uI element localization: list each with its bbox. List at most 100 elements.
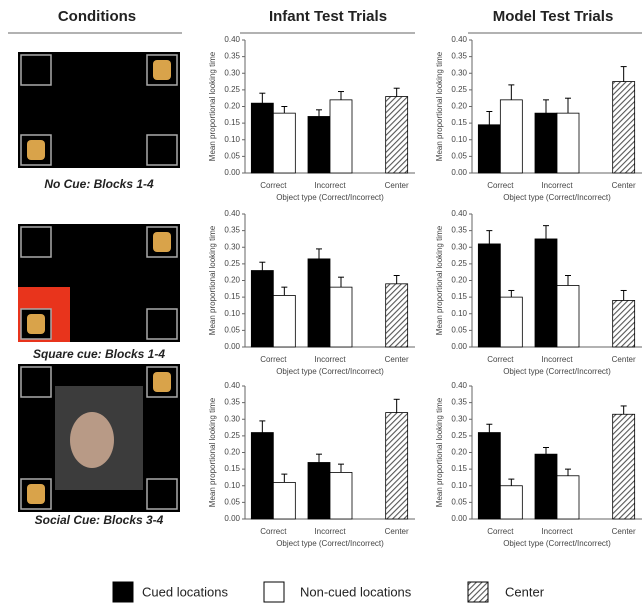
y-tick-label: 0.10 xyxy=(451,135,467,144)
bar xyxy=(500,297,522,347)
x-tick-label: Correct xyxy=(487,181,514,190)
x-tick-label: Incorrect xyxy=(541,527,573,536)
y-tick-label: 0.35 xyxy=(224,226,240,235)
x-tick-label: Incorrect xyxy=(314,355,346,364)
condition-image xyxy=(18,224,180,342)
y-tick-label: 0.10 xyxy=(451,481,467,490)
bar xyxy=(386,413,408,519)
y-tick-label: 0.05 xyxy=(224,325,240,334)
bar xyxy=(613,414,635,519)
y-tick-label: 0.25 xyxy=(224,431,240,440)
legend-label: Cued locations xyxy=(142,584,228,599)
chart-panel: 0.000.050.100.150.200.250.300.350.40Mean… xyxy=(435,35,642,202)
column-header: Model Test Trials xyxy=(493,8,614,25)
y-tick-label: 0.30 xyxy=(224,414,240,423)
condition-image xyxy=(18,364,180,512)
bar xyxy=(613,82,635,173)
y-tick-label: 0.15 xyxy=(451,464,467,473)
y-tick-label: 0.15 xyxy=(224,292,240,301)
y-tick-label: 0.20 xyxy=(451,448,467,457)
bar xyxy=(308,462,330,519)
y-tick-label: 0.10 xyxy=(451,309,467,318)
y-tick-label: 0.40 xyxy=(224,381,240,390)
condition-caption: Social Cue: Blocks 3-4 xyxy=(35,513,164,527)
y-tick-label: 0.20 xyxy=(451,276,467,285)
y-tick-label: 0.30 xyxy=(451,414,467,423)
x-tick-label: Correct xyxy=(487,355,514,364)
x-tick-label: Center xyxy=(612,355,636,364)
figure: Conditions Infant Test Trials Model Test… xyxy=(0,0,642,604)
legend-label: Non-cued locations xyxy=(300,584,412,599)
bar xyxy=(386,284,408,347)
x-axis-label: Object type (Correct/Incorrect) xyxy=(276,367,384,376)
bar xyxy=(500,486,522,519)
bar xyxy=(535,454,557,519)
y-tick-label: 0.25 xyxy=(451,259,467,268)
legend-swatch xyxy=(113,582,133,602)
x-tick-label: Incorrect xyxy=(541,181,573,190)
y-tick-label: 0.00 xyxy=(451,168,467,177)
y-tick-label: 0.25 xyxy=(224,85,240,94)
y-axis-label: Mean proportional looking time xyxy=(208,397,217,507)
y-tick-label: 0.35 xyxy=(224,52,240,61)
y-tick-label: 0.15 xyxy=(224,118,240,127)
y-tick-label: 0.25 xyxy=(224,259,240,268)
legend-swatch xyxy=(264,582,284,602)
bar xyxy=(557,476,579,519)
y-tick-label: 0.40 xyxy=(451,381,467,390)
y-tick-label: 0.40 xyxy=(224,209,240,218)
bar xyxy=(500,100,522,173)
y-tick-label: 0.15 xyxy=(451,118,467,127)
y-axis-label: Mean proportional looking time xyxy=(435,397,444,507)
chart-panel: 0.00 0.05 0.10 0.15 0.20 0.25 0.30 0.35 0.40 Mean… xyxy=(208,209,415,376)
y-tick-label: 0.00 xyxy=(451,514,467,523)
x-tick-label: Correct xyxy=(260,181,287,190)
y-tick-label: 0.30 xyxy=(224,242,240,251)
bar xyxy=(330,472,352,519)
y-axis-label: Mean proportional looking time xyxy=(435,225,444,335)
y-tick-label: 0.20 xyxy=(224,276,240,285)
x-tick-label: Center xyxy=(612,527,636,536)
y-tick-label: 0.00 xyxy=(224,514,240,523)
bar xyxy=(478,244,500,347)
chart-panel: 0.000.050.100.150.200.250.300.350.40Mean… xyxy=(435,381,642,548)
x-axis-label: Object type (Correct/Incorrect) xyxy=(503,539,611,548)
x-tick-label: Incorrect xyxy=(314,527,346,536)
x-axis-label: Object type (Correct/Incorrect) xyxy=(503,367,611,376)
x-tick-label: Center xyxy=(385,527,409,536)
y-tick-label: 0.00 xyxy=(451,342,467,351)
x-axis-label: Object type (Correct/Incorrect) xyxy=(503,193,611,202)
y-tick-label: 0.20 xyxy=(451,102,467,111)
y-tick-label: 0.35 xyxy=(224,398,240,407)
y-axis-label: Mean proportional looking time xyxy=(208,51,217,161)
bar xyxy=(557,285,579,347)
x-axis-label: Object type (Correct/Incorrect) xyxy=(276,539,384,548)
bar xyxy=(386,97,408,173)
y-axis-label: Mean proportional looking time xyxy=(435,51,444,161)
y-tick-label: 0.10 xyxy=(224,309,240,318)
x-tick-label: Center xyxy=(385,181,409,190)
chart-panel: 0.000.050.100.150.200.250.300.350.40Mean… xyxy=(208,381,415,548)
column-header: Infant Test Trials xyxy=(269,8,387,25)
bar xyxy=(251,103,273,173)
bar xyxy=(273,295,295,347)
y-tick-label: 0.25 xyxy=(451,431,467,440)
x-tick-label: Correct xyxy=(260,527,287,536)
y-tick-label: 0.15 xyxy=(451,292,467,301)
x-axis-label: Object type (Correct/Incorrect) xyxy=(276,193,384,202)
bar xyxy=(330,100,352,173)
y-tick-label: 0.25 xyxy=(451,85,467,94)
y-axis-label: Mean proportional looking time xyxy=(208,225,217,335)
condition-image xyxy=(18,52,180,168)
y-tick-label: 0.20 xyxy=(224,448,240,457)
chart-panel: 0.000.050.100.150.200.250.300.350.40Mean… xyxy=(208,35,415,202)
y-tick-label: 0.05 xyxy=(224,151,240,160)
y-tick-label: 0.00 xyxy=(224,342,240,351)
y-tick-label: 0.40 xyxy=(451,35,467,44)
bar xyxy=(273,113,295,173)
x-tick-label: Center xyxy=(612,181,636,190)
y-tick-label: 0.30 xyxy=(224,68,240,77)
y-tick-label: 0.05 xyxy=(451,151,467,160)
y-tick-label: 0.10 xyxy=(224,135,240,144)
bar xyxy=(613,300,635,347)
